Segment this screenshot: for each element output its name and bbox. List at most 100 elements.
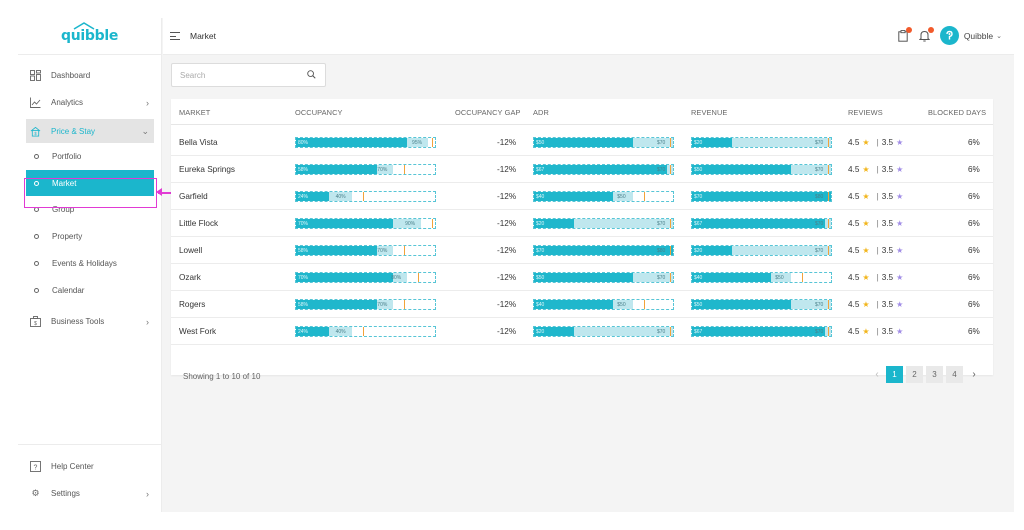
sidebar-sub-portfolio[interactable]: Portfolio <box>18 143 162 170</box>
column-header-reviews[interactable]: REVIEWS <box>848 108 883 117</box>
adr-target-fill <box>534 219 673 228</box>
blocked-days: 6% <box>968 192 980 201</box>
table-row[interactable]: Rogers 58% 70% -12% $40 $50 $50 $70 4.5 ★ | 3.5 ★ 6% <box>171 291 993 318</box>
sidebar-sub-property[interactable]: Property <box>18 223 162 250</box>
table-row[interactable]: West Fork 24% 40% -12% $20 $70 $67 $70 4.5 ★ | 3.5 ★… <box>171 318 993 345</box>
blocked-days: 6% <box>968 138 980 147</box>
market-name[interactable]: Ozark <box>179 273 201 282</box>
avatar[interactable] <box>939 26 959 45</box>
search-input[interactable] <box>172 64 292 86</box>
revenue-actual-label: $40 <box>694 275 703 281</box>
market-name[interactable]: Eureka Springs <box>179 165 235 174</box>
revenue-bar: $67 $70 <box>691 326 832 337</box>
column-header-occupancy[interactable]: OCCUPANCY <box>295 108 343 117</box>
sidebar-item-dashboard[interactable]: Dashboard <box>18 62 162 89</box>
adr-bar: $40 $50 <box>533 299 674 310</box>
next-page-icon[interactable]: › <box>972 369 976 380</box>
sidebar-item-label: Dashboard <box>51 71 91 80</box>
sidebar-sub-calendar[interactable]: Calendar <box>18 277 162 304</box>
user-name[interactable]: Quibble <box>963 30 994 41</box>
user-logo-icon <box>946 30 953 40</box>
table-row[interactable]: Eureka Springs 58% 70% -12% $67 $70 $50 $70 4.5 ★… <box>171 156 993 183</box>
sidebar-item-business-tools[interactable]: $ Business Tools › <box>18 308 162 335</box>
table-row[interactable]: Little Flock 70% 90% -12% $20 $70 $67 $70 4.5 ★ | 3… <box>171 210 993 237</box>
table-row[interactable]: Lowell 58% 70% -12% $70 $80 $20 $70 4.5 ★ | 3.5 ★ 6% <box>171 237 993 264</box>
adr-actual-fill <box>534 165 668 174</box>
revenue-bar: $20 $70 <box>691 137 832 148</box>
page-button-1[interactable]: 1 <box>886 366 903 383</box>
table-row[interactable]: Bella Vista 80% 95% -12% $50 $70 $20 $70 4.5 ★ | 3.… <box>171 129 993 156</box>
market-name[interactable]: Lowell <box>179 246 203 255</box>
revenue-actual-label: $67 <box>694 221 703 227</box>
prev-page-icon[interactable]: ‹ <box>875 369 879 380</box>
revenue-bar: $50 $70 <box>691 164 832 175</box>
star-icon: ★ <box>896 165 904 174</box>
adr-actual-label: $40 <box>536 194 545 200</box>
sidebar-sub-market[interactable]: Market <box>26 170 154 196</box>
divider: | <box>876 165 879 174</box>
adr-actual-fill <box>534 246 673 255</box>
divider: | <box>876 138 879 147</box>
market-name[interactable]: Bella Vista <box>179 138 218 147</box>
sidebar-item-label: Help Center <box>51 462 94 471</box>
occupancy-gap: -12% <box>497 273 517 282</box>
app-canvas: quibble Dashboard Analytics › $ <box>18 18 1014 512</box>
revenue-target-label: $70 <box>815 221 824 227</box>
bell-icon[interactable] <box>918 26 934 43</box>
star-icon: ★ <box>862 219 870 228</box>
revenue-bar: $67 $70 <box>691 218 832 229</box>
menu-collapse-icon[interactable] <box>170 31 182 41</box>
search-icon[interactable] <box>307 70 316 79</box>
market-name[interactable]: Little Flock <box>179 219 219 228</box>
help-icon: ? <box>30 461 41 472</box>
revenue-bar: $20 $70 <box>691 245 832 256</box>
market-name[interactable]: Garfield <box>179 192 208 201</box>
column-header-blocked-days[interactable]: BLOCKED DAYS <box>928 108 987 117</box>
sidebar-item-label: Price & Stay <box>51 126 96 136</box>
adr-actual-fill <box>534 327 574 336</box>
sidebar-sub-events-holidays[interactable]: Events & Holidays <box>18 250 162 277</box>
adr-target-fill <box>534 327 673 336</box>
occupancy-actual-label: 58% <box>298 167 309 173</box>
column-header-market[interactable]: MARKET <box>179 108 211 117</box>
sidebar-item-analytics[interactable]: Analytics › <box>18 89 162 116</box>
occupancy-gap: -12% <box>497 219 517 228</box>
sidebar-item-price-stay[interactable]: $ Price & Stay ⌄ <box>26 119 154 143</box>
star-icon: ★ <box>896 300 904 309</box>
sidebar-item-help-center[interactable]: ? Help Center <box>18 453 162 480</box>
logo-text: quibble <box>60 28 119 44</box>
quibble-logo[interactable]: quibble <box>60 22 119 44</box>
occupancy-target-label: 70% <box>377 302 388 308</box>
review-rating-secondary: 3.5 <box>881 165 894 174</box>
occupancy-marker <box>432 138 434 147</box>
column-header-adr[interactable]: ADR <box>533 108 549 117</box>
occupancy-target-label: 70% <box>377 248 388 254</box>
adr-bar: $20 $70 <box>533 326 674 337</box>
table-row[interactable]: Ozark 70% 80% -12% $50 $70 $40 $50 4.5 ★ | 3.5 ★ 6% <box>171 264 993 291</box>
blocked-days: 6% <box>968 165 980 174</box>
adr-marker <box>670 273 672 282</box>
page-button-3[interactable]: 3 <box>926 366 943 383</box>
chevron-down-icon[interactable]: ⌄ <box>996 32 1002 40</box>
review-rating-secondary: 3.5 <box>881 300 894 309</box>
sidebar-item-settings[interactable]: ⚙ Settings › <box>18 480 162 507</box>
star-icon: ★ <box>862 300 870 309</box>
adr-marker <box>670 219 672 228</box>
adr-actual-fill <box>534 138 634 147</box>
clipboard-notification-icon[interactable] <box>896 26 912 43</box>
column-header-revenue[interactable]: REVENUE <box>691 108 728 117</box>
market-name[interactable]: Rogers <box>179 300 206 309</box>
column-header-occupancy-gap[interactable]: OCCUPANCY GAP <box>455 108 521 117</box>
page-button-4[interactable]: 4 <box>946 366 963 383</box>
review-rating-primary: 4.5 <box>848 219 860 228</box>
market-name[interactable]: West Fork <box>179 327 217 336</box>
dashboard-icon <box>30 70 41 81</box>
occupancy-actual-fill <box>296 327 330 336</box>
star-icon: ★ <box>862 327 870 336</box>
revenue-actual-label: $70 <box>694 194 703 200</box>
table-row[interactable]: Garfield 24% 40% -12% $40 $50 $70 $80 4.5 ★ | 3.5 ★ 6… <box>171 183 993 210</box>
page-button-2[interactable]: 2 <box>906 366 923 383</box>
star-icon: ★ <box>896 192 904 201</box>
logo-roof-icon <box>73 22 95 30</box>
occupancy-target-label: 95% <box>412 140 423 146</box>
